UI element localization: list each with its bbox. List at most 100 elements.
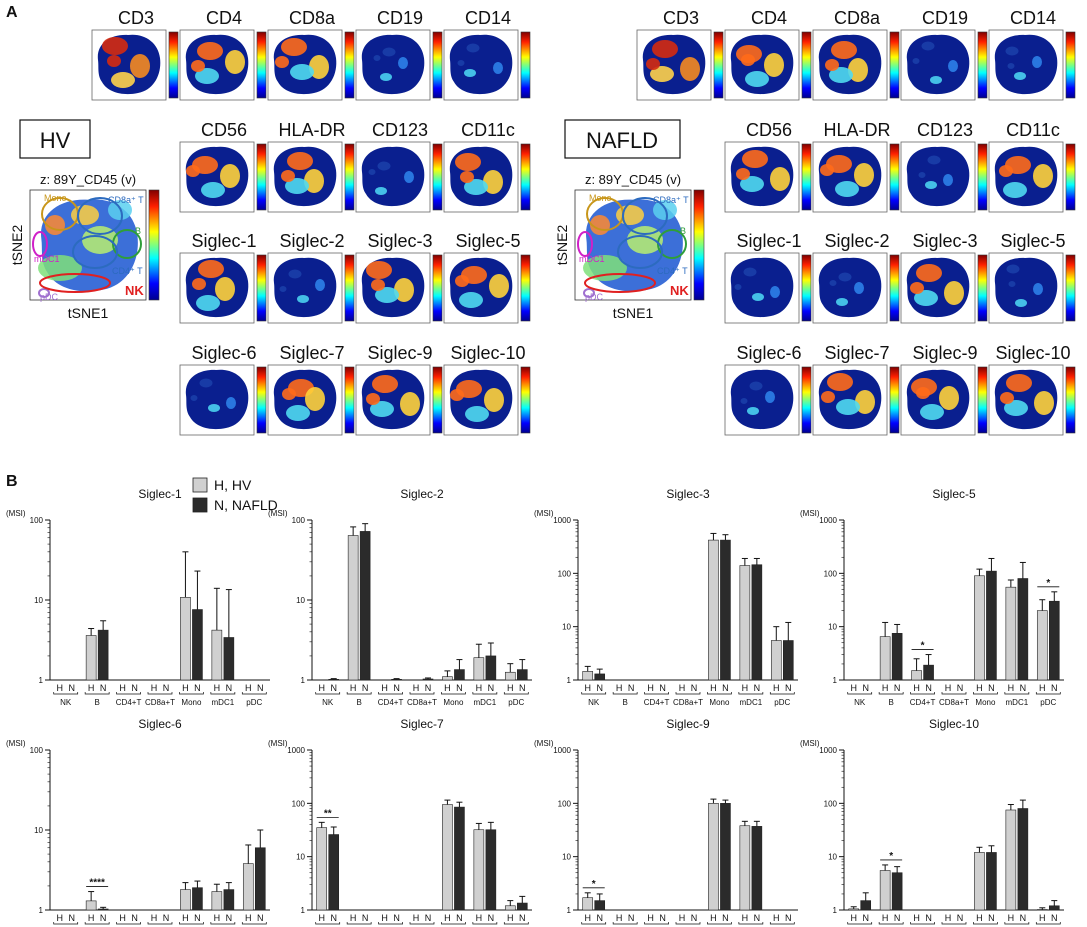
expression-cluster xyxy=(455,275,469,287)
expression-cluster xyxy=(208,404,220,412)
color-scale-bar xyxy=(1065,143,1076,211)
expression-cluster xyxy=(848,58,868,82)
bar-mdc1-nafld xyxy=(223,889,235,911)
group-tick-label: N xyxy=(957,913,964,923)
y-tick-label: 1 xyxy=(301,906,306,915)
expression-cluster xyxy=(457,60,465,66)
group-tick-label: H xyxy=(584,913,591,923)
expression-cluster xyxy=(1033,283,1043,295)
y-tick-label: 10 xyxy=(296,853,305,862)
marker-title: CD56 xyxy=(746,120,792,140)
bar-cd4t-nafld xyxy=(923,664,934,681)
bar-pdc-nafld xyxy=(782,640,794,681)
y-tick-label: 100 xyxy=(824,569,838,578)
category-label: B xyxy=(356,698,361,707)
bar-mdc1-nafld xyxy=(1017,578,1029,681)
expression-cluster xyxy=(226,397,236,409)
y-tick-label: 10 xyxy=(562,623,571,632)
expression-cluster xyxy=(382,47,396,57)
marker-title: Siglec-3 xyxy=(367,231,432,251)
expression-cluster xyxy=(215,277,235,301)
bar-mono-nafld xyxy=(986,852,997,911)
tsne-cell-cloud xyxy=(361,146,425,207)
category-label: Mono xyxy=(443,698,464,707)
group-tick-label: N xyxy=(226,913,233,923)
bar-nk-hv xyxy=(582,671,594,681)
category-bracket xyxy=(346,692,372,695)
expression-cluster xyxy=(1032,56,1042,68)
group-tick-label: N xyxy=(862,913,869,923)
y-axis-unit-label: (MSI) xyxy=(534,739,554,748)
y-tick-label: 1 xyxy=(833,676,838,685)
group-tick-label: H xyxy=(773,913,780,923)
group-tick-label: H xyxy=(56,913,63,923)
category-label: mDC1 xyxy=(474,698,497,707)
expression-cluster xyxy=(916,264,942,282)
category-bracket xyxy=(84,692,110,695)
group-tick-label: N xyxy=(596,913,603,923)
bar-mdc1-nafld xyxy=(1017,808,1029,911)
marker-title: Siglec-5 xyxy=(1000,231,1065,251)
expression-cluster xyxy=(297,295,309,303)
marker-title: CD11c xyxy=(461,120,515,140)
category-label: mDC1 xyxy=(1006,698,1029,707)
chart-title: Siglec-3 xyxy=(666,487,710,501)
expression-cluster xyxy=(191,60,205,72)
category-label: mDC1 xyxy=(212,698,235,707)
expression-cluster xyxy=(836,298,848,306)
expression-cluster xyxy=(1000,392,1014,404)
group-tick-label: H xyxy=(1039,913,1046,923)
group-tick-label: N xyxy=(100,913,107,923)
group-tick-label: H xyxy=(88,683,95,693)
group-tick-label: N xyxy=(722,913,729,923)
overview-color-bar xyxy=(148,189,160,301)
category-bracket xyxy=(116,692,141,695)
color-scale-bar xyxy=(432,254,443,322)
group-tick-label: H xyxy=(182,683,189,693)
expression-cluster xyxy=(309,55,329,79)
expression-cluster xyxy=(377,161,391,171)
group-tick-label: H xyxy=(119,683,126,693)
expression-cluster xyxy=(1014,72,1026,80)
expression-cluster xyxy=(740,176,764,192)
x-axis-label: tSNE1 xyxy=(68,305,109,321)
chart-title: Siglec-1 xyxy=(138,487,182,501)
y-tick-label: 100 xyxy=(30,516,44,525)
color-scale-bar xyxy=(889,254,900,322)
y-tick-label: 10 xyxy=(34,826,43,835)
group-tick-label: H xyxy=(710,913,717,923)
expression-cluster xyxy=(916,387,930,399)
category-bracket xyxy=(179,922,204,925)
bar-mono-nafld xyxy=(720,803,731,911)
expression-cluster xyxy=(220,164,240,188)
group-tick-label: N xyxy=(628,683,635,693)
population-label: CD4⁺ T xyxy=(112,266,143,276)
group-tick-label: N xyxy=(691,913,698,923)
bar-b-nafld xyxy=(359,531,371,681)
category-label: mDC1 xyxy=(740,698,763,707)
category-bracket xyxy=(644,692,669,695)
category-bracket xyxy=(241,692,267,695)
expression-cluster xyxy=(920,404,944,420)
category-label: CD4+T xyxy=(644,698,670,707)
expression-cluster xyxy=(107,55,121,67)
category-bracket xyxy=(581,922,607,925)
y-tick-label: 1 xyxy=(301,676,306,685)
bar-pdc-hv xyxy=(504,905,516,911)
color-scale-bar xyxy=(168,31,179,99)
population-gate xyxy=(584,273,656,293)
category-bracket xyxy=(378,922,403,925)
expression-cluster xyxy=(1008,281,1016,287)
category-bracket xyxy=(738,692,764,695)
bar-nk-nafld xyxy=(328,679,340,681)
group-tick-label: N xyxy=(456,683,463,693)
group-tick-label: N xyxy=(488,913,495,923)
x-axis-label: tSNE1 xyxy=(613,305,654,321)
group-tick-label: H xyxy=(584,683,591,693)
expression-cluster xyxy=(375,187,387,195)
group-tick-label: N xyxy=(519,913,526,923)
expression-cluster xyxy=(1003,182,1027,198)
expression-cluster xyxy=(1034,391,1054,415)
category-bracket xyxy=(378,692,403,695)
color-scale-bar xyxy=(256,31,267,99)
